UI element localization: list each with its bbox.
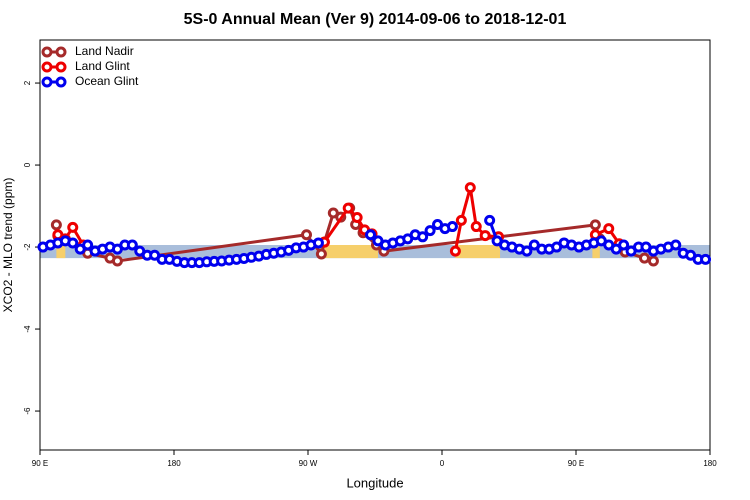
data-point <box>315 248 327 260</box>
legend-marker <box>55 61 67 73</box>
legend-marker <box>41 76 53 88</box>
data-point <box>67 221 79 233</box>
data-point <box>618 239 630 251</box>
x-tick-label: 90 W <box>299 459 318 468</box>
y-tick-label: -4 <box>23 325 32 333</box>
legend-label: Land Nadir <box>75 44 134 58</box>
y-tick-label: 2 <box>23 80 32 85</box>
chart-title: 5S-0 Annual Mean (Ver 9) 2014-09-06 to 2… <box>184 11 567 28</box>
data-point <box>351 212 363 224</box>
y-axis-label: XCO2 - MLO trend (ppm) <box>1 178 15 313</box>
data-point <box>589 219 601 231</box>
legend-marker <box>41 61 53 73</box>
data-point <box>464 182 476 194</box>
legend-label: Land Glint <box>75 59 130 73</box>
data-point <box>67 237 79 249</box>
y-tick-label: 0 <box>23 162 32 167</box>
data-point <box>670 239 682 251</box>
data-point <box>479 230 491 242</box>
x-tick-label: 180 <box>167 459 181 468</box>
data-point <box>424 225 436 237</box>
legend-marker <box>41 46 53 58</box>
data-point <box>446 221 458 233</box>
data-point <box>700 253 712 265</box>
data-point <box>111 255 123 267</box>
data-point <box>301 229 313 241</box>
x-tick-label: 180 <box>703 459 717 468</box>
land-span <box>56 245 66 259</box>
y-tick-label: -6 <box>23 407 32 415</box>
land-span <box>455 245 501 259</box>
data-point <box>647 255 659 267</box>
data-point <box>342 202 354 214</box>
legend-marker <box>55 76 67 88</box>
data-point <box>82 239 94 251</box>
land-span <box>592 245 600 259</box>
data-point <box>50 219 62 231</box>
data-point <box>312 237 324 249</box>
y-tick-label: -2 <box>23 243 32 251</box>
data-point <box>484 214 496 226</box>
data-point <box>126 239 138 251</box>
x-axis-label: Longitude <box>346 475 403 490</box>
data-point <box>603 223 615 235</box>
data-point <box>365 229 377 241</box>
data-point <box>521 245 533 257</box>
legend-label: Ocean Glint <box>75 74 139 88</box>
x-tick-label: 90 E <box>32 459 48 468</box>
data-point <box>638 252 650 264</box>
x-tick-label: 90 E <box>568 459 584 468</box>
legend-marker <box>55 46 67 58</box>
data-point <box>417 231 429 243</box>
land-span <box>321 245 378 259</box>
data-point <box>470 221 482 233</box>
data-point <box>449 245 461 257</box>
data-point <box>455 214 467 226</box>
x-tick-label: 0 <box>440 459 445 468</box>
